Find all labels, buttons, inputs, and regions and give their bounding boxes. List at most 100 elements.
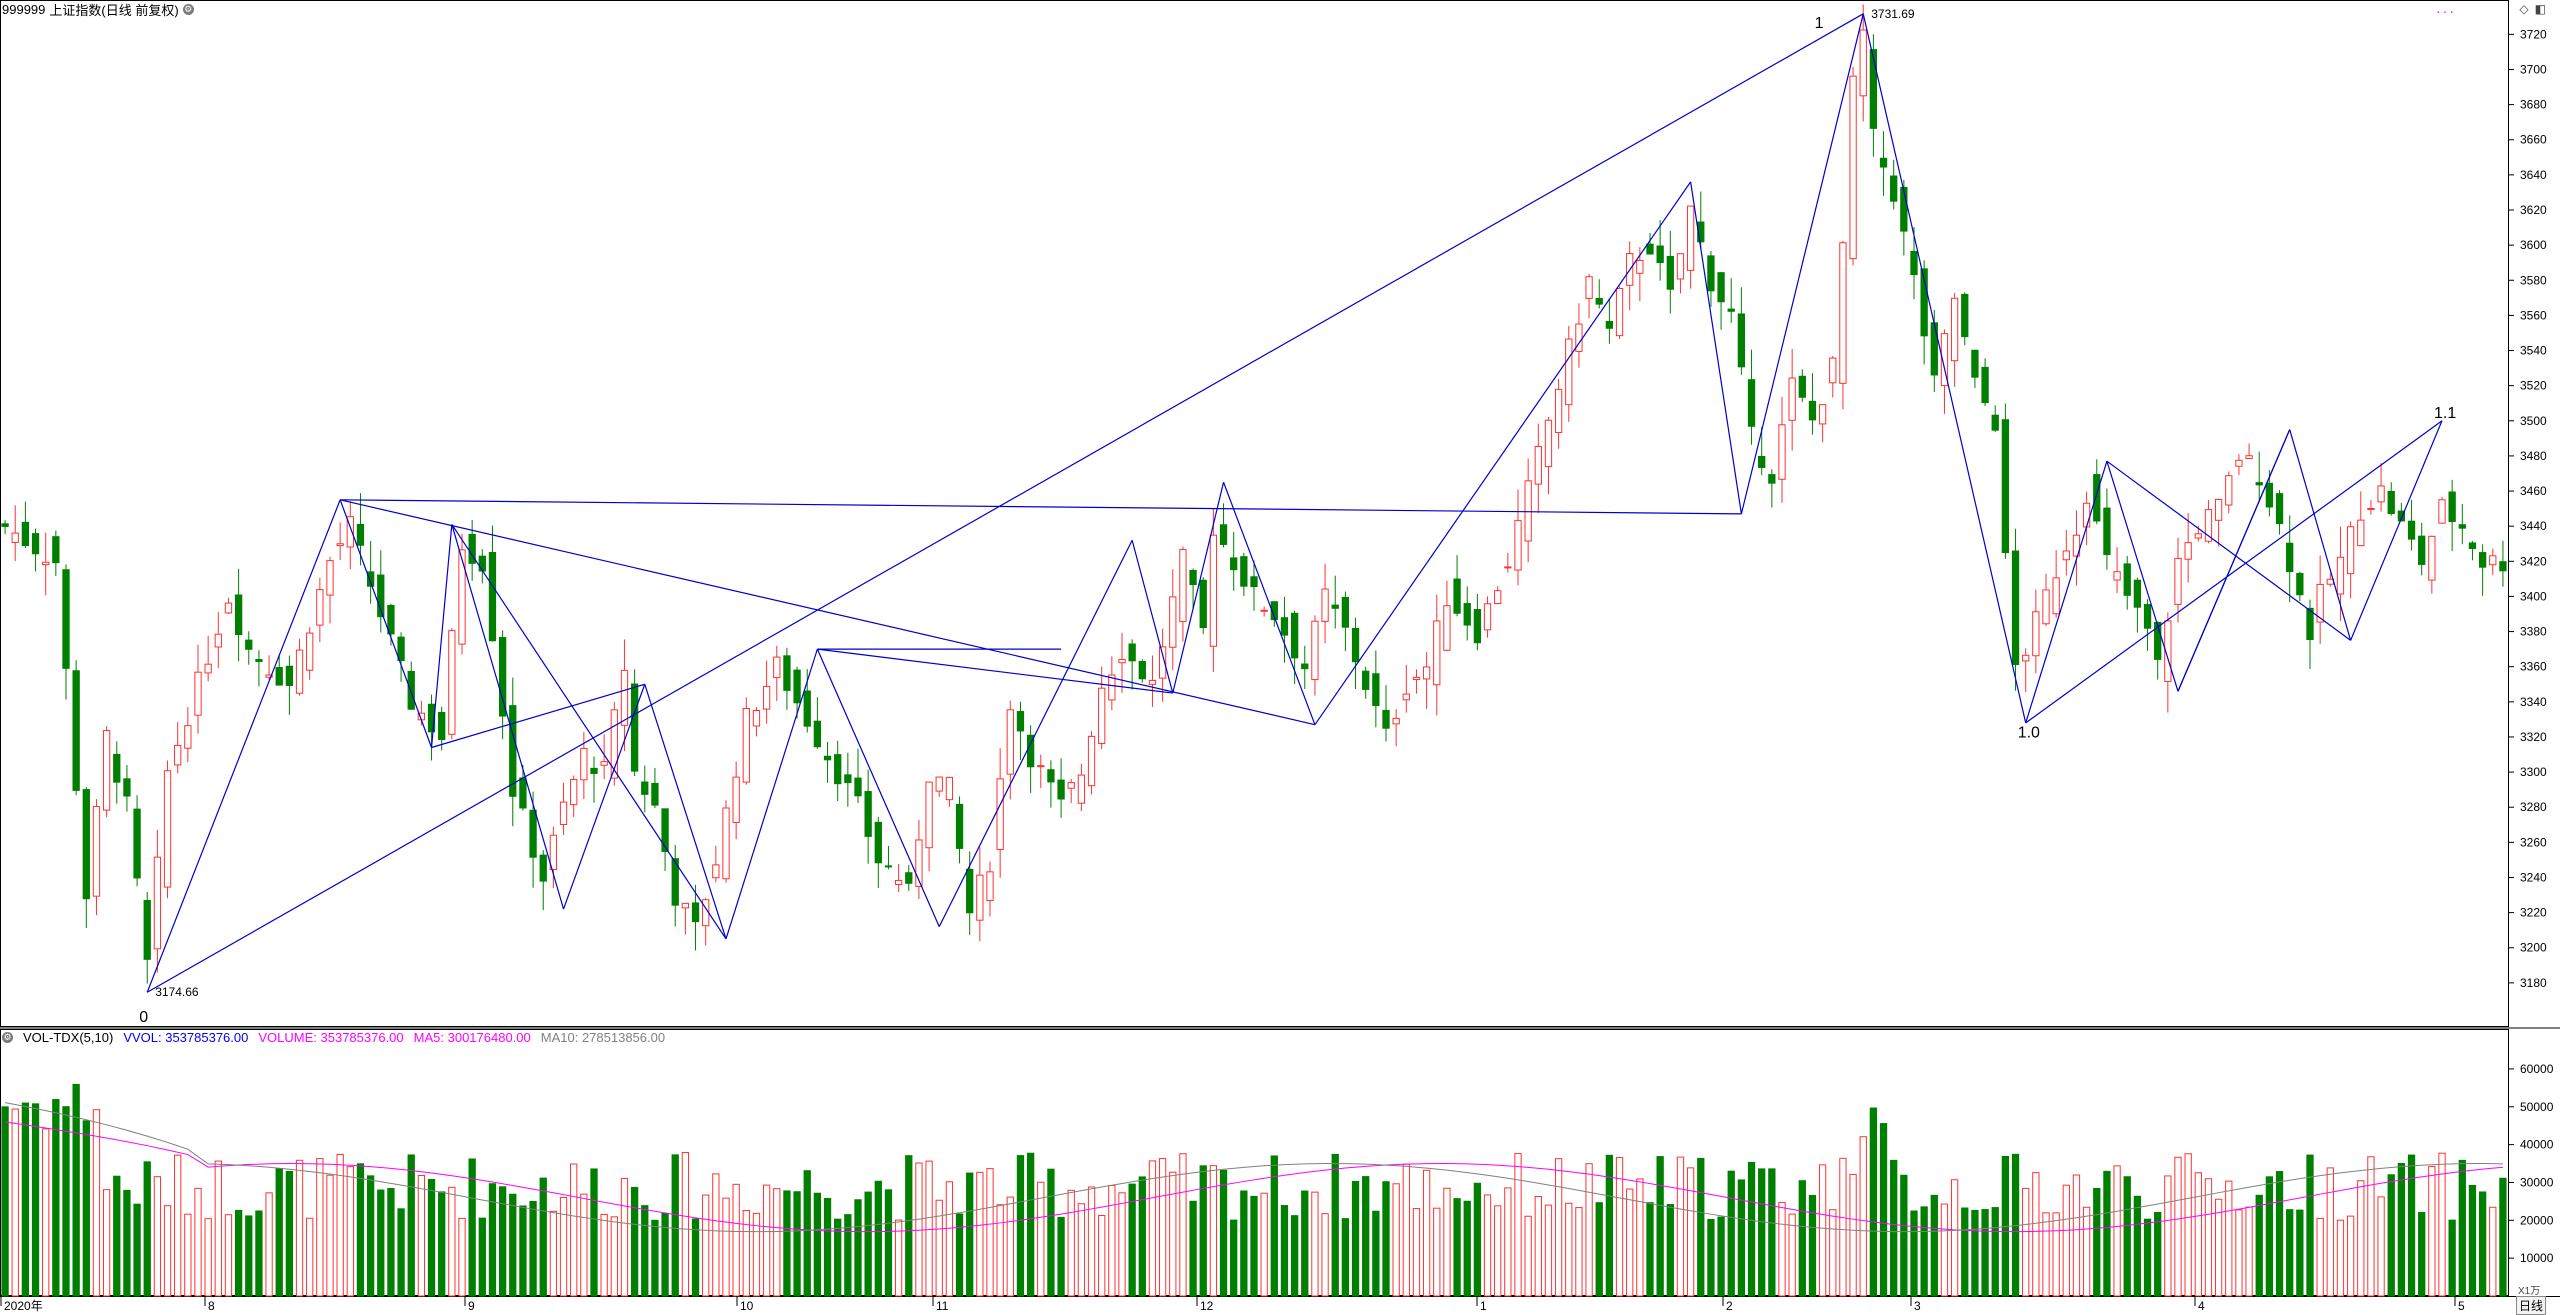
candle — [722, 807, 730, 880]
candle — [1676, 253, 1685, 280]
candle — [1006, 709, 1014, 775]
candle — [1849, 75, 1857, 260]
candle — [1128, 643, 1136, 662]
candle — [2428, 535, 2436, 581]
volume-bar — [275, 1168, 283, 1297]
candle — [62, 569, 70, 669]
volume-bar — [1067, 1189, 1075, 1297]
candle — [123, 778, 131, 797]
volume-bar — [458, 1217, 466, 1297]
volume-bar — [702, 1194, 710, 1297]
candle — [113, 753, 121, 783]
candle — [92, 806, 101, 897]
wave-line — [816, 648, 940, 927]
gear-icon[interactable]: ⚙ — [182, 3, 194, 15]
volume-bar — [590, 1168, 598, 1297]
volume-bar — [2123, 1176, 2131, 1297]
volume-bar — [1402, 1163, 1410, 1297]
candle — [945, 776, 954, 801]
time-tick-label: 5 — [2458, 1299, 2465, 1313]
candle — [1240, 556, 1248, 587]
volume-bar — [1981, 1209, 1989, 1297]
candle — [2011, 550, 2020, 665]
candle — [1362, 670, 1370, 690]
volume-bar — [2499, 1177, 2507, 1297]
candle — [600, 761, 608, 766]
candle — [1341, 596, 1350, 628]
price-tick-label: 3440 — [2520, 519, 2547, 533]
volume-bar — [2448, 1219, 2456, 1297]
volume-bar — [1179, 1153, 1187, 1297]
volume-value: VOLUME: 353785376.00 — [258, 1029, 404, 1045]
candle — [1859, 29, 1867, 97]
candle — [1209, 534, 1218, 647]
candle — [1940, 333, 1949, 387]
volume-bar — [1473, 1182, 1482, 1297]
candle — [2468, 542, 2477, 549]
price-tick-label: 3360 — [2520, 660, 2547, 674]
volume-bar — [1362, 1176, 1370, 1297]
volume-bar — [306, 1217, 314, 1297]
volume-bar — [1879, 1123, 1888, 1297]
price-tick-label: 3660 — [2520, 133, 2547, 147]
volume-bar — [2235, 1209, 2243, 1297]
candle — [742, 707, 750, 783]
volume-bar — [2357, 1180, 2365, 1297]
candle — [1473, 609, 1482, 644]
volume-bar — [915, 1162, 923, 1297]
gear-icon[interactable]: ⚙ — [2, 1031, 13, 1043]
candle — [1890, 175, 1898, 202]
volume-bar — [21, 1102, 30, 1297]
candle — [214, 633, 222, 648]
candle — [1504, 566, 1512, 569]
volume-bar — [143, 1161, 151, 1297]
diamond-icon[interactable]: ◇ — [2519, 2, 2529, 16]
candle — [1707, 255, 1715, 292]
candle — [224, 602, 233, 614]
candle — [285, 665, 294, 686]
volume-bar — [2032, 1172, 2040, 1297]
volume-bar — [2062, 1184, 2070, 1297]
panel-icon[interactable]: ◧ — [2534, 2, 2546, 16]
volume-bar — [11, 1108, 19, 1297]
volume-bar — [1483, 1194, 1492, 1297]
candle — [1138, 660, 1146, 680]
candle — [966, 868, 974, 914]
candle — [874, 821, 882, 864]
candle — [1179, 549, 1187, 622]
candle — [346, 516, 354, 548]
candle — [549, 834, 558, 870]
volume-tick-label: 20000 — [2520, 1213, 2554, 1227]
period-button[interactable]: 日线 — [2516, 1296, 2547, 1315]
candle — [234, 594, 243, 636]
wave-line — [2177, 429, 2291, 692]
candle — [1098, 687, 1106, 744]
wave-line — [2289, 429, 2352, 641]
volume-bar — [2052, 1212, 2060, 1297]
price-tick-label: 3260 — [2520, 835, 2547, 849]
candle — [1087, 735, 1096, 787]
volume-bar — [823, 1198, 832, 1297]
candle — [793, 669, 801, 704]
volume-bar — [1047, 1168, 1055, 1297]
candle — [1686, 205, 1695, 271]
volume-bar — [2184, 1153, 2192, 1297]
candle — [519, 777, 527, 809]
volume-bar — [427, 1178, 436, 1297]
more-icon[interactable]: ··· — [2436, 3, 2456, 19]
volume-bar — [1524, 1215, 1532, 1297]
volume-bar — [1026, 1152, 1035, 1297]
candle — [336, 543, 344, 547]
candle — [620, 669, 629, 726]
candle — [712, 864, 720, 879]
candle — [2042, 589, 2050, 625]
volume-bar — [1189, 1200, 1197, 1297]
volume-tick-label: 50000 — [2520, 1100, 2554, 1114]
candle — [42, 561, 50, 566]
volume-bar — [1331, 1153, 1339, 1297]
volume-bar — [1544, 1204, 1553, 1297]
volume-bar — [204, 1218, 212, 1297]
volume-bar — [468, 1158, 476, 1297]
volume-bar — [559, 1196, 568, 1297]
